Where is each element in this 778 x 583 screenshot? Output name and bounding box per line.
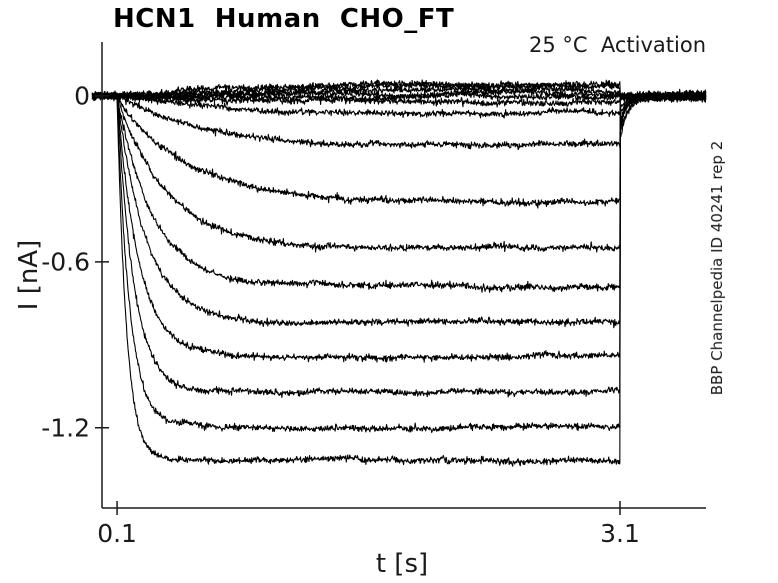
attribution-note: BBP Channelpedia ID 40241 rep 2	[708, 140, 726, 396]
x-axis-label: t [s]	[375, 549, 429, 579]
x-tick-label-31: 3.1	[600, 519, 640, 548]
temperature-protocol-annotation: 25 °C Activation	[528, 33, 706, 57]
y-tick-label-neg12: -1.2	[41, 413, 90, 443]
y-tick-label-neg06: -0.6	[41, 247, 90, 277]
x-tick-label-01: 0.1	[97, 519, 137, 548]
y-tick-label-0: 0	[74, 81, 90, 111]
chart-title: HCN1 Human CHO_FT	[113, 4, 455, 34]
y-axis-label: I [nA]	[14, 239, 44, 311]
